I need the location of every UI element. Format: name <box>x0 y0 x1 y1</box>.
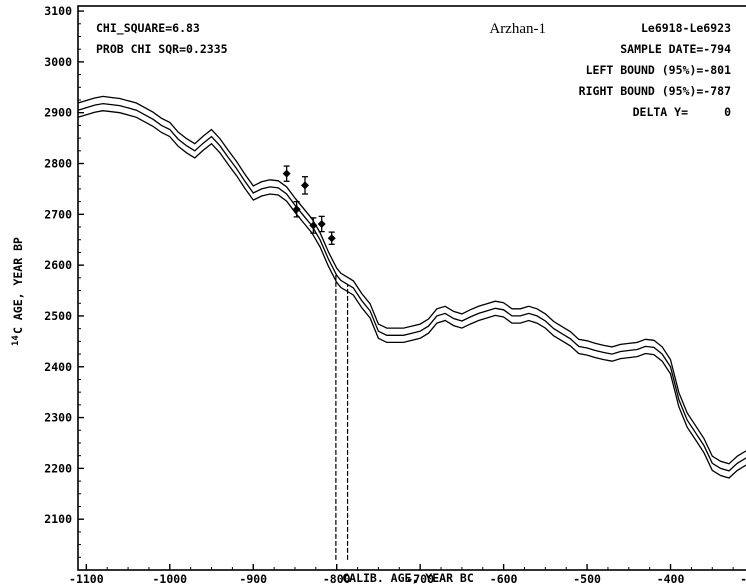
data-point <box>282 169 291 178</box>
y-tick-label: 2600 <box>44 258 72 272</box>
delta-y-value: 0 <box>724 105 731 119</box>
data-point <box>327 234 336 243</box>
prob-chi-sqr-label: PROB CHI SQR=0.2335 <box>96 42 228 56</box>
y-tick-label: 2200 <box>44 461 72 475</box>
calibration-curve-mean <box>77 102 746 472</box>
x-tick-label: -500 <box>573 572 601 586</box>
x-tick-label: -1100 <box>69 572 104 586</box>
data-point <box>309 221 318 230</box>
data-point <box>317 219 326 228</box>
calibration-curve-upper <box>77 95 746 465</box>
x-tick-label: -700 <box>406 572 434 586</box>
y-tick-label: 2900 <box>44 106 72 120</box>
x-tick-label: -900 <box>239 572 267 586</box>
y-tick-label: 2800 <box>44 157 72 171</box>
plot-frame <box>77 5 746 571</box>
calibration-curve-band <box>77 95 746 479</box>
x-axis: -1100 -1000 -900 -800 -700 -600 -500 -400 -300 <box>69 564 746 586</box>
y-axis-label-group: 14 C AGE, YEAR BP <box>11 237 25 346</box>
y-tick-label: 2300 <box>44 411 72 425</box>
confidence-bounds <box>335 273 349 560</box>
right-bound-label: RIGHT BOUND (95%)=-787 <box>579 84 731 98</box>
x-axis-label: CALIB. AGE, YEAR BC <box>342 571 474 585</box>
x-tick-label: -1000 <box>152 572 187 586</box>
y-axis-label-superscript: 14 <box>11 335 21 346</box>
left-bound-label: LEFT BOUND (95%)=-801 <box>586 63 731 77</box>
data-point <box>301 181 310 190</box>
lab-codes-label: Le6918-Le6923 <box>641 21 731 35</box>
data-point <box>292 205 301 214</box>
y-tick-label: 2500 <box>44 309 72 323</box>
x-tick-label: -800 <box>323 572 351 586</box>
y-axis-label: C AGE, YEAR BP <box>11 237 25 334</box>
sample-date-label: SAMPLE DATE=-794 <box>620 42 731 56</box>
delta-y-label: DELTA Y= <box>633 105 688 119</box>
site-label: Arzhan-1 <box>489 21 546 37</box>
y-tick-label: 3000 <box>44 55 72 69</box>
chi-square-label: CHI_SQUARE=6.83 <box>96 21 200 36</box>
calibration-curve-lower <box>77 110 746 479</box>
x-tick-label: -400 <box>657 572 685 586</box>
y-tick-label: 3100 <box>44 4 72 18</box>
y-tick-label: 2400 <box>44 360 72 374</box>
y-axis: 2100 2200 2300 2400 2500 2600 2700 2800 2900 3000… <box>44 4 84 558</box>
y-tick-label: 2100 <box>44 512 72 526</box>
measurement-points <box>282 165 336 245</box>
x-tick-label: -600 <box>490 572 518 586</box>
y-tick-label: 2700 <box>44 207 72 221</box>
x-tick-label: -300 <box>740 572 746 586</box>
